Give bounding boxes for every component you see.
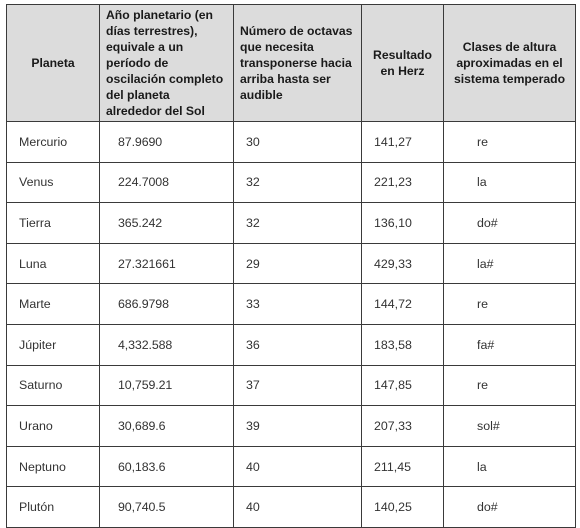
header-clases-altura: Clases de altura aproximadas en el siste…	[443, 4, 576, 122]
table-row: Saturno 10,759.21 37 147,85 re	[6, 364, 576, 407]
cell-ano-planetario: 30,689.6	[99, 405, 234, 447]
cell-herz: 136,10	[361, 202, 444, 244]
cell-herz: 221,23	[361, 161, 444, 204]
cell-planeta: Júpiter	[6, 323, 100, 366]
cell-octavas: 30	[233, 121, 362, 163]
header-numero-octavas: Número de octavas que necesita transpone…	[233, 4, 362, 122]
table-row: Júpiter 4,332.588 36 183,58 fa#	[6, 323, 576, 366]
table-row: Marte 686.9798 33 144,72 re	[6, 283, 576, 325]
cell-octavas: 40	[233, 445, 362, 488]
table-row: Neptuno 60,183.6 40 211,45 la	[6, 445, 576, 488]
cell-planeta: Neptuno	[6, 445, 100, 488]
header-row: Planeta Año planetario (en días terrestr…	[6, 4, 576, 122]
cell-planeta: Saturno	[6, 364, 100, 407]
cell-clase-altura: do#	[443, 202, 576, 244]
table-row: Tierra 365.242 32 136,10 do#	[6, 202, 576, 244]
cell-planeta: Marte	[6, 283, 100, 325]
table-body: Mercurio 87.9690 30 141,27 re Venus 224.…	[6, 121, 576, 528]
cell-ano-planetario: 4,332.588	[99, 323, 234, 366]
cell-herz: 183,58	[361, 323, 444, 366]
cell-ano-planetario: 686.9798	[99, 283, 234, 325]
table-row: Urano 30,689.6 39 207,33 sol#	[6, 405, 576, 447]
cell-herz: 144,72	[361, 283, 444, 325]
cell-herz: 211,45	[361, 445, 444, 488]
cell-herz: 140,25	[361, 486, 444, 528]
cell-herz: 207,33	[361, 405, 444, 447]
cell-clase-altura: la	[443, 161, 576, 204]
cell-octavas: 37	[233, 364, 362, 407]
table-row: Luna 27.321661 29 429,33 la#	[6, 242, 576, 285]
cell-ano-planetario: 27.321661	[99, 242, 234, 285]
cell-ano-planetario: 87.9690	[99, 121, 234, 163]
cell-planeta: Luna	[6, 242, 100, 285]
cell-clase-altura: fa#	[443, 323, 576, 366]
table-row: Venus 224.7008 32 221,23 la	[6, 161, 576, 204]
cell-octavas: 32	[233, 202, 362, 244]
cell-clase-altura: re	[443, 364, 576, 407]
planet-frequency-table-container: Planeta Año planetario (en días terrestr…	[6, 4, 576, 528]
cell-herz: 147,85	[361, 364, 444, 407]
cell-ano-planetario: 365.242	[99, 202, 234, 244]
cell-octavas: 33	[233, 283, 362, 325]
table-row: Plutón 90,740.5 40 140,25 do#	[6, 486, 576, 528]
cell-clase-altura: la	[443, 445, 576, 488]
header-resultado-herz: Resultado en Herz	[361, 4, 444, 122]
cell-herz: 141,27	[361, 121, 444, 163]
table-header: Planeta Año planetario (en días terrestr…	[6, 4, 576, 122]
cell-planeta: Urano	[6, 405, 100, 447]
cell-herz: 429,33	[361, 242, 444, 285]
cell-planeta: Venus	[6, 161, 100, 204]
header-planeta: Planeta	[6, 4, 100, 122]
cell-ano-planetario: 10,759.21	[99, 364, 234, 407]
cell-octavas: 29	[233, 242, 362, 285]
cell-planeta: Tierra	[6, 202, 100, 244]
cell-planeta: Plutón	[6, 486, 100, 528]
cell-clase-altura: do#	[443, 486, 576, 528]
cell-clase-altura: re	[443, 121, 576, 163]
cell-octavas: 39	[233, 405, 362, 447]
cell-ano-planetario: 60,183.6	[99, 445, 234, 488]
cell-clase-altura: sol#	[443, 405, 576, 447]
header-ano-planetario: Año planetario (en días terrestres), equ…	[99, 4, 234, 122]
planet-frequency-table: Planeta Año planetario (en días terrestr…	[6, 4, 576, 528]
cell-ano-planetario: 90,740.5	[99, 486, 234, 528]
cell-octavas: 40	[233, 486, 362, 528]
cell-ano-planetario: 224.7008	[99, 161, 234, 204]
cell-planeta: Mercurio	[6, 121, 100, 163]
cell-clase-altura: re	[443, 283, 576, 325]
cell-clase-altura: la#	[443, 242, 576, 285]
cell-octavas: 32	[233, 161, 362, 204]
cell-octavas: 36	[233, 323, 362, 366]
table-row: Mercurio 87.9690 30 141,27 re	[6, 121, 576, 163]
